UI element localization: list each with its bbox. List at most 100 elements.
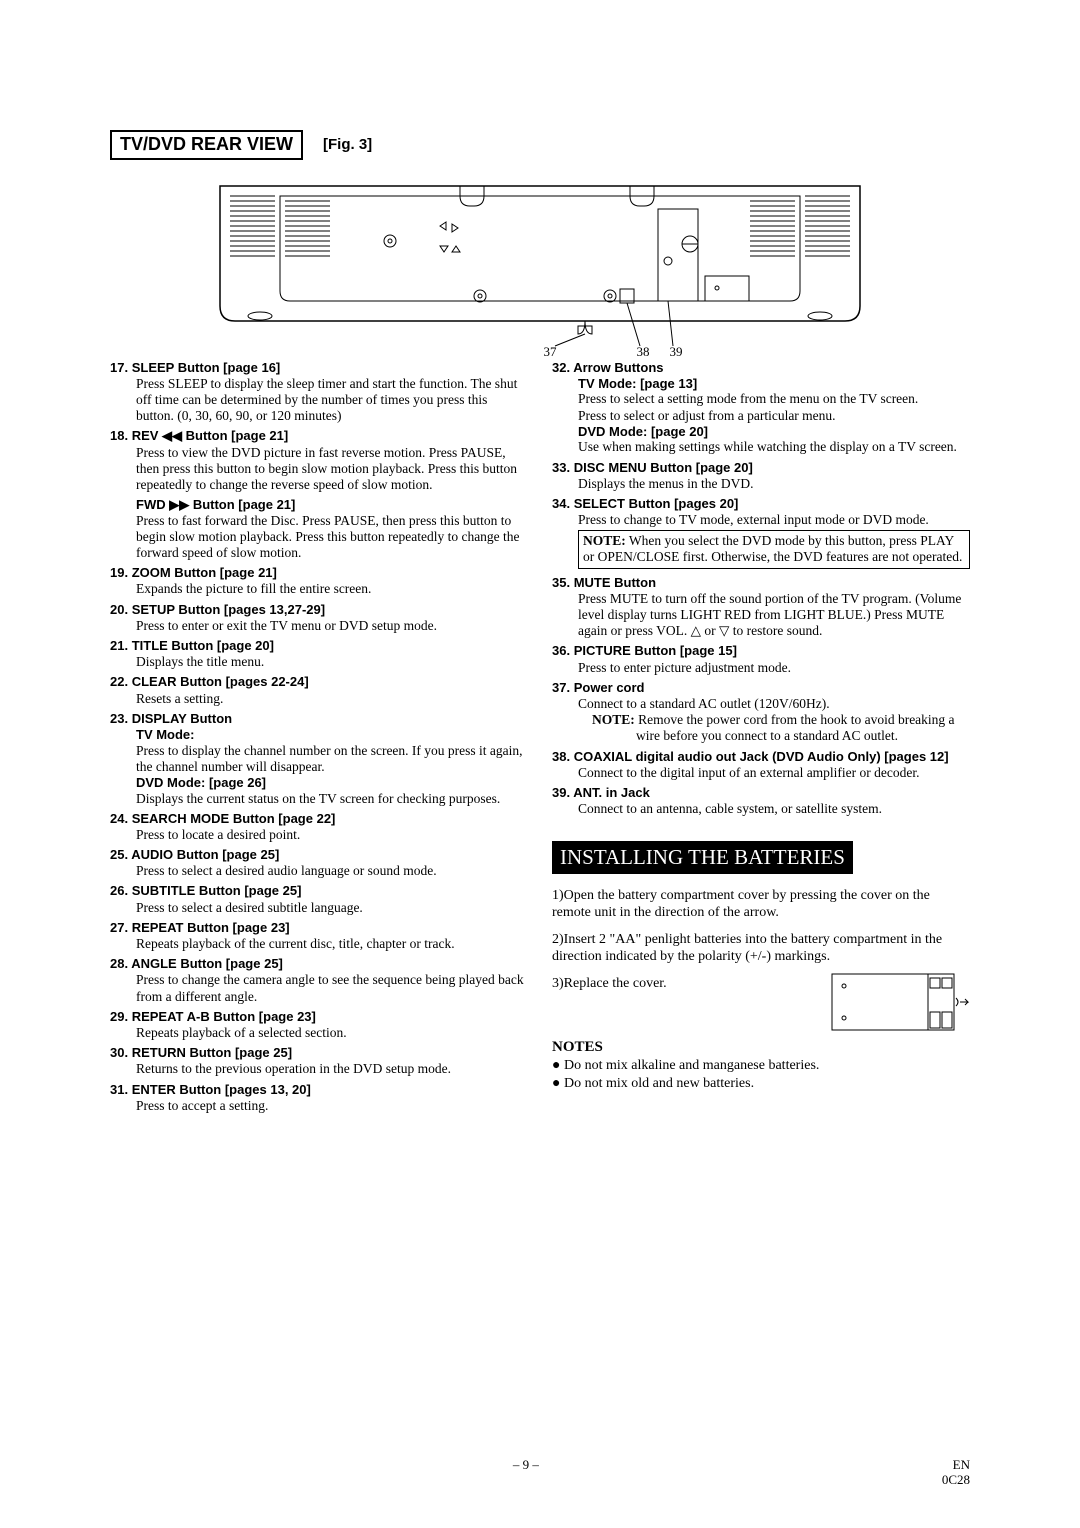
page-number: – 9 – [110,1457,942,1488]
item-head: ANGLE Button [page 25] [131,956,283,971]
item-body: Press to change the camera angle to see … [136,972,528,1004]
dvd-mode-label: DVD Mode: [page 20] [578,424,970,440]
item-head: SETUP Button [pages 13,27-29] [132,602,325,617]
item-num: 21. [110,638,128,653]
item-body: Press SLEEP to display the sleep timer a… [136,376,528,425]
item-body: Press to enter or exit the TV menu or DV… [136,618,528,634]
item-head: RETURN Button [page 25] [132,1045,292,1060]
item-head: COAXIAL digital audio out Jack (DVD Audi… [574,749,949,764]
item-body: Press to select a desired audio language… [136,863,528,879]
install-step: 2)Insert 2 "AA" penlight batteries into … [552,932,970,966]
item-head: ENTER Button [pages 13, 20] [132,1082,311,1097]
rear-view-title: TV/DVD REAR VIEW [110,130,303,160]
dvd-mode-label: DVD Mode: [page 26] [136,775,528,791]
item-head: REV ◀◀ Button [page 21] [132,428,289,443]
item-body: Displays the menus in the DVD. [578,476,970,492]
triangle-down-icon: ▽ [719,623,729,639]
item-num: 26. [110,883,128,898]
item-num: 18. [110,428,128,443]
item-head: CLEAR Button [pages 22-24] [132,674,309,689]
item-head: ANT. in Jack [573,785,650,800]
svg-text:38: 38 [637,344,650,356]
item-head: DISPLAY Button [132,711,232,726]
item-body: Connect to a standard AC outlet (120V/60… [578,696,970,712]
item-body: Press to fast forward the Disc. Press PA… [136,513,528,562]
item-num: 27. [110,920,128,935]
doc-code: 0C28 [942,1472,970,1488]
item-body: Press to display the channel number on t… [136,743,528,775]
item-head: REPEAT Button [page 23] [132,920,290,935]
item-head: SLEEP Button [page 16] [132,360,281,375]
note-box: NOTE: When you select the DVD mode by th… [578,530,970,568]
item-body: Press to locate a desired point. [136,827,528,843]
item-head: ZOOM Button [page 21] [132,565,277,580]
item-num: 35. [552,575,570,590]
item-body: Press to select a setting mode from the … [578,391,970,407]
item-head: MUTE Button [574,575,656,590]
item-body: Resets a setting. [136,691,528,707]
item-num: 20. [110,602,128,617]
note-bullet: ● Do not mix old and new batteries. [552,1076,970,1093]
item-head: FWD ▶▶ Button [page 21] [136,497,528,513]
tv-mode-label: TV Mode: [136,727,528,743]
item-body: Press to change to TV mode, external inp… [578,512,970,528]
triangle-up-icon: △ [691,623,701,639]
figure-label: [Fig. 3] [323,136,372,154]
item-body: Connect to an antenna, cable system, or … [578,801,970,817]
svg-text:39: 39 [670,344,683,356]
lang-code: EN [942,1457,970,1473]
right-column: 32. Arrow Buttons TV Mode: [page 13] Pre… [552,360,970,1118]
item-body: Expands the picture to fill the entire s… [136,581,528,597]
item-num: 28. [110,956,128,971]
item-body: Repeats playback of the current disc, ti… [136,936,528,952]
item-num: 32. [552,360,570,375]
item-num: 33. [552,460,570,475]
item-num: 19. [110,565,128,580]
item-num: 22. [110,674,128,689]
item-body: Press to select a desired subtitle langu… [136,900,528,916]
item-body: Returns to the previous operation in the… [136,1061,528,1077]
item-head: DISC MENU Button [page 20] [574,460,753,475]
item-head: Arrow Buttons [573,360,663,375]
item-head: Power cord [574,680,645,695]
svg-text:37: 37 [544,344,558,356]
item-head: SEARCH MODE Button [page 22] [132,811,336,826]
install-batteries-banner: INSTALLING THE BATTERIES [552,841,853,874]
item-num: 34. [552,496,570,511]
battery-diagram [830,972,970,1032]
note-line: NOTE: Remove the power cord from the hoo… [622,712,970,744]
item-body: Use when making settings while watching … [578,439,970,455]
item-head: TITLE Button [page 20] [132,638,274,653]
item-num: 39. [552,785,570,800]
item-head: AUDIO Button [page 25] [131,847,279,862]
item-head: SUBTITLE Button [page 25] [132,883,302,898]
item-body: Press to view the DVD picture in fast re… [136,445,528,494]
item-num: 30. [110,1045,128,1060]
item-body: Connect to the digital input of an exter… [578,765,970,781]
item-num: 24. [110,811,128,826]
notes-heading: NOTES [552,1038,970,1056]
note-bullet: ● Do not mix alkaline and manganese batt… [552,1058,970,1075]
install-step: 1)Open the battery compartment cover by … [552,888,970,922]
item-head: SELECT Button [pages 20] [574,496,739,511]
item-num: 25. [110,847,128,862]
rear-view-diagram: 37 38 39 [110,166,970,356]
item-num: 37. [552,680,570,695]
item-num: 36. [552,643,570,658]
item-body: Displays the current status on the TV sc… [136,791,528,807]
item-num: 23. [110,711,128,726]
item-body: Press MUTE to turn off the sound portion… [578,591,970,640]
item-body: Press to select or adjust from a particu… [578,408,970,424]
item-body: Repeats playback of a selected section. [136,1025,528,1041]
item-num: 29. [110,1009,128,1024]
page-footer: – 9 – EN 0C28 [110,1457,970,1488]
left-column: 17. SLEEP Button [page 16]Press SLEEP to… [110,360,528,1118]
item-num: 38. [552,749,570,764]
item-head: PICTURE Button [page 15] [574,643,737,658]
item-body: Press to enter picture adjustment mode. [578,660,970,676]
install-steps: 1)Open the battery compartment cover by … [552,888,970,1093]
item-head: REPEAT A-B Button [page 23] [132,1009,316,1024]
item-body: Press to accept a setting. [136,1098,528,1114]
item-num: 31. [110,1082,128,1097]
item-body: Displays the title menu. [136,654,528,670]
